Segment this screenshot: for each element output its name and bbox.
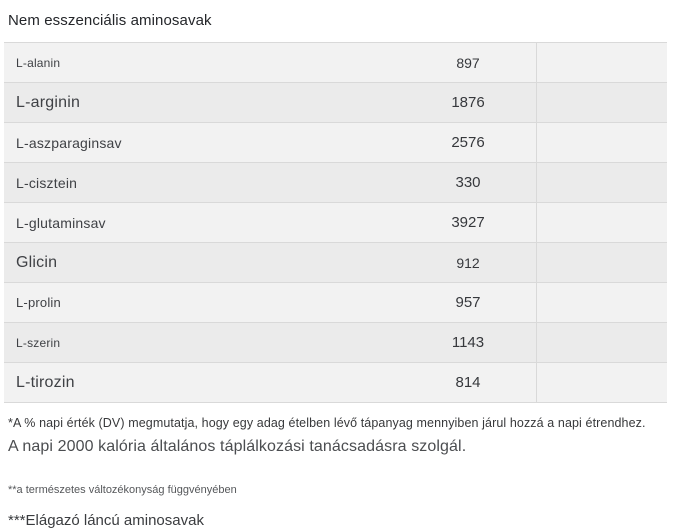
amino-name: L-alanin bbox=[16, 55, 61, 70]
footnote-bcaa: ***Elágazó láncú aminosavak bbox=[8, 512, 204, 529]
amino-value: 1143 bbox=[451, 334, 485, 351]
table-row: L-cisztein 330 bbox=[4, 163, 667, 203]
amino-value: 3927 bbox=[451, 214, 485, 231]
footnote-variability: **a természetes változékonyság függvényé… bbox=[8, 484, 237, 496]
table-row: L-aszparaginsav 2576 bbox=[4, 123, 667, 163]
empty-cell bbox=[536, 323, 667, 362]
empty-cell bbox=[536, 203, 667, 242]
footnote-daily-value: *A % napi érték (DV) megmutatja, hogy eg… bbox=[8, 416, 646, 430]
empty-cell bbox=[536, 243, 667, 282]
amino-value: 330 bbox=[455, 174, 481, 191]
table-row: L-tirozin 814 bbox=[4, 363, 667, 403]
empty-cell bbox=[536, 163, 667, 202]
amino-name: L-aszparaginsav bbox=[16, 134, 122, 151]
empty-cell bbox=[536, 363, 667, 402]
amino-value: 814 bbox=[455, 374, 481, 391]
amino-value: 1876 bbox=[451, 94, 485, 111]
footnote-calories: A napi 2000 kalória általános táplálkozá… bbox=[8, 438, 467, 455]
table-row: Glicin 912 bbox=[4, 243, 667, 283]
table-row: L-glutaminsav 3927 bbox=[4, 203, 667, 243]
amino-value: 897 bbox=[456, 54, 480, 71]
amino-name: Glicin bbox=[16, 253, 58, 271]
page-title: Nem esszenciális aminosavak bbox=[8, 12, 212, 29]
empty-cell bbox=[536, 83, 667, 122]
amino-name: L-prolin bbox=[16, 295, 61, 310]
table-row: L-alanin 897 bbox=[4, 43, 667, 83]
amino-name: L-szerin bbox=[16, 335, 61, 350]
amino-name: L-tirozin bbox=[16, 373, 75, 391]
empty-cell bbox=[536, 43, 667, 82]
amino-value: 2576 bbox=[451, 134, 485, 151]
empty-cell bbox=[536, 123, 667, 162]
amino-name: L-glutaminsav bbox=[16, 214, 106, 231]
empty-cell bbox=[536, 283, 667, 322]
amino-value: 912 bbox=[456, 254, 480, 271]
amino-name: L-arginin bbox=[16, 93, 81, 111]
table-row: L-arginin 1876 bbox=[4, 83, 667, 123]
table-row: L-szerin 1143 bbox=[4, 323, 667, 363]
table-row: L-prolin 957 bbox=[4, 283, 667, 323]
amino-name: L-cisztein bbox=[16, 174, 78, 191]
amino-acid-table: L-alanin 897 L-arginin 1876 L-aszparagin… bbox=[4, 42, 667, 403]
amino-value: 957 bbox=[455, 294, 481, 311]
